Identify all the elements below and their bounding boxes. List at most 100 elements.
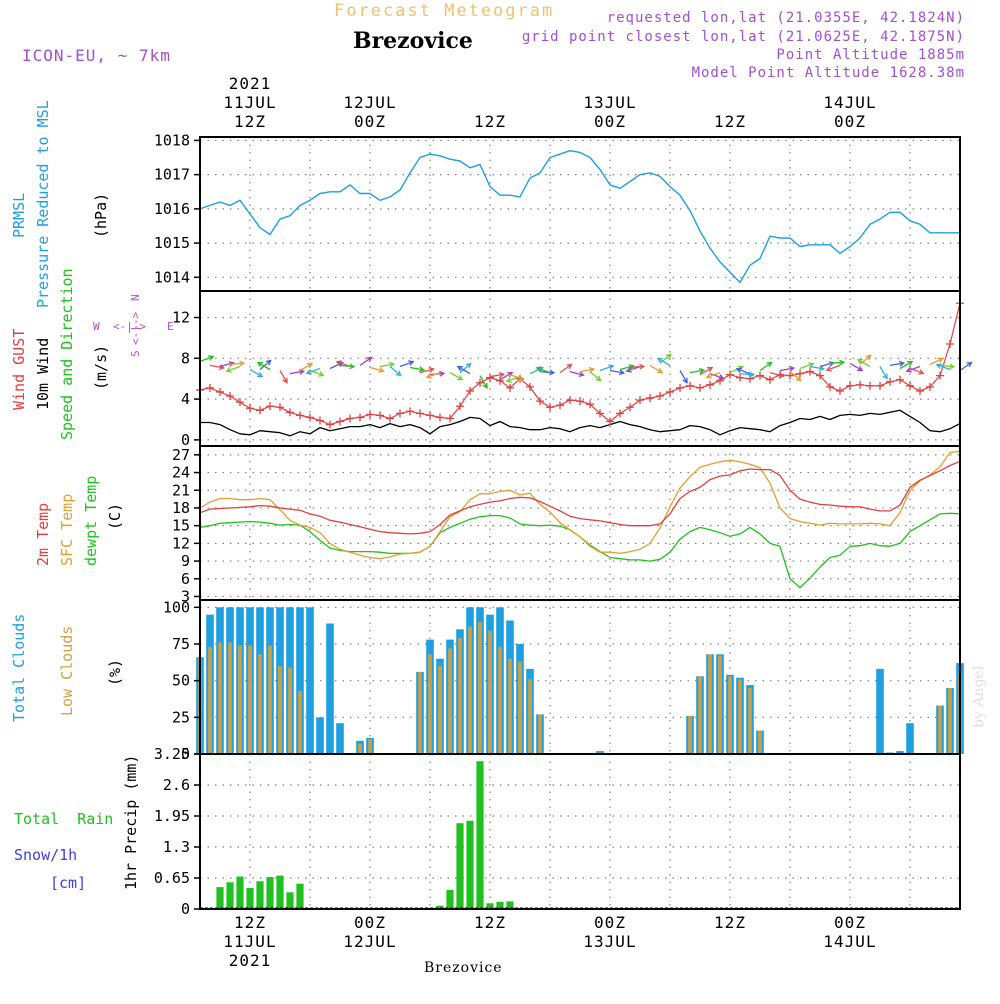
time-label-top: 12JUL [343, 93, 396, 112]
tick-label-precip: 2.6 [163, 776, 190, 794]
wind-direction-arrow [959, 361, 973, 372]
wind-direction-arrow [259, 359, 272, 370]
wind-direction-arrow [889, 360, 906, 367]
wind-gust-line [199, 303, 961, 426]
tick-label-temp: 21 [172, 481, 190, 499]
wind-direction-arrow [879, 366, 888, 380]
time-label-bottom: 11JUL [223, 932, 276, 951]
time-label-top: 12Z [234, 112, 266, 131]
wind-gust-marker [526, 382, 534, 391]
wind-gust-marker [796, 369, 804, 378]
total-clouds-bar [906, 723, 914, 754]
low-clouds-label: Low Clouds [58, 626, 76, 716]
wind-direction-arrow [625, 365, 641, 373]
wind-direction-arrow [459, 362, 472, 374]
low-clouds-bar [428, 654, 432, 754]
wind-unit-label: (m/s) [92, 345, 110, 390]
compass-label-n: N [129, 294, 142, 301]
pressure-line [199, 149, 960, 284]
wind-gust-marker [856, 380, 864, 389]
rain-bar [296, 883, 304, 909]
wind-gust-marker [536, 397, 544, 406]
low-clouds-bar [728, 676, 732, 754]
wind-gust-marker [356, 413, 364, 422]
low-clouds-bar [278, 666, 282, 754]
rain-bar [236, 876, 244, 909]
wind-gust-marker [426, 411, 434, 420]
wind-direction-arrow [489, 371, 506, 378]
wind-gust-marker [666, 387, 674, 396]
wind-direction-arrow [229, 360, 246, 367]
wind-speed-line [200, 409, 961, 437]
low-clouds-bar [508, 658, 512, 754]
low-clouds-bar [258, 654, 262, 754]
low-clouds-bar [708, 654, 712, 754]
wind-direction-arrow [579, 366, 596, 373]
station-title: Brezovice [353, 28, 473, 54]
tick-label-temp: 18 [172, 499, 190, 517]
wind-gust-marker [816, 371, 824, 380]
compass-label-e: E [167, 320, 174, 333]
wind-gust-marker [786, 371, 794, 380]
forecast-title: Forecast Meteogram [334, 1, 554, 21]
wind-gust-marker [866, 381, 874, 390]
tick-label-temp: 15 [172, 517, 190, 535]
wind-direction-arrow [609, 369, 626, 376]
wind-gust-marker [806, 367, 814, 376]
wind-gust-marker [316, 416, 324, 425]
tick-label-clouds: 100 [163, 598, 190, 616]
wind-direction-label: Speed and Direction [58, 268, 76, 440]
wind-gust-marker [416, 409, 424, 418]
wind-gust-marker [276, 403, 284, 412]
low-clouds-bar [448, 648, 452, 754]
low-clouds-bar [438, 666, 442, 754]
wind-gust-marker [636, 396, 644, 405]
wind-gust-marker [576, 397, 584, 406]
tick-label-temp: 6 [181, 570, 190, 588]
compass-rose: W <-|-> E <-|-> N S [93, 294, 174, 357]
compass-label-ns: <-|-> [129, 312, 142, 345]
time-label-bottom: 2021 [229, 951, 272, 970]
rain-bar [486, 903, 494, 909]
total-clouds-bar [896, 751, 904, 754]
low-clouds-bar [748, 688, 752, 754]
wind-gust-marker [486, 373, 494, 382]
wind-gust-marker [556, 401, 564, 410]
total-clouds-bar [326, 623, 334, 754]
wind-direction-arrow [505, 376, 521, 383]
wind-gust-marker [886, 377, 894, 386]
grid-point-coords: grid point closest lon,lat (21.0625E, 42… [522, 29, 965, 45]
low-clouds-bar [498, 646, 502, 754]
time-label-top: 12Z [714, 112, 746, 131]
wind-gust-marker [906, 381, 914, 390]
rain-bar [266, 877, 274, 909]
wind-gust-marker [336, 417, 344, 426]
total-clouds-bar [876, 668, 884, 754]
wind-gust-marker [436, 413, 444, 422]
rain-bar [216, 887, 224, 909]
rain-bar [456, 823, 464, 909]
tick-label-precip: 1.95 [154, 807, 190, 825]
wind-direction-arrow [479, 375, 488, 389]
wind-direction-arrow [249, 368, 264, 378]
time-label-top: 14JUL [823, 93, 876, 112]
grid-lines [200, 137, 960, 910]
wind-gust-marker [546, 403, 554, 412]
rain-bar [276, 875, 284, 909]
total-clouds-label: Total Clouds [10, 614, 28, 722]
wind-direction-arrow [535, 366, 551, 374]
tick-label-clouds: 50 [172, 672, 190, 690]
tick-label-pressure: 1016 [154, 200, 190, 218]
wind-gust-marker [926, 382, 934, 391]
low-clouds-bar [488, 630, 492, 754]
wind-direction-arrow [905, 365, 921, 373]
time-label-top: 13JUL [583, 93, 636, 112]
wind-direction-arrow [849, 362, 864, 372]
rain-bar [466, 820, 474, 909]
footer-station: Brezovice [424, 960, 503, 976]
low-clouds-bar [948, 688, 952, 754]
tick-label-pressure: 1014 [154, 268, 190, 286]
wind-gust-marker [586, 400, 594, 409]
rain-bar [286, 892, 294, 909]
